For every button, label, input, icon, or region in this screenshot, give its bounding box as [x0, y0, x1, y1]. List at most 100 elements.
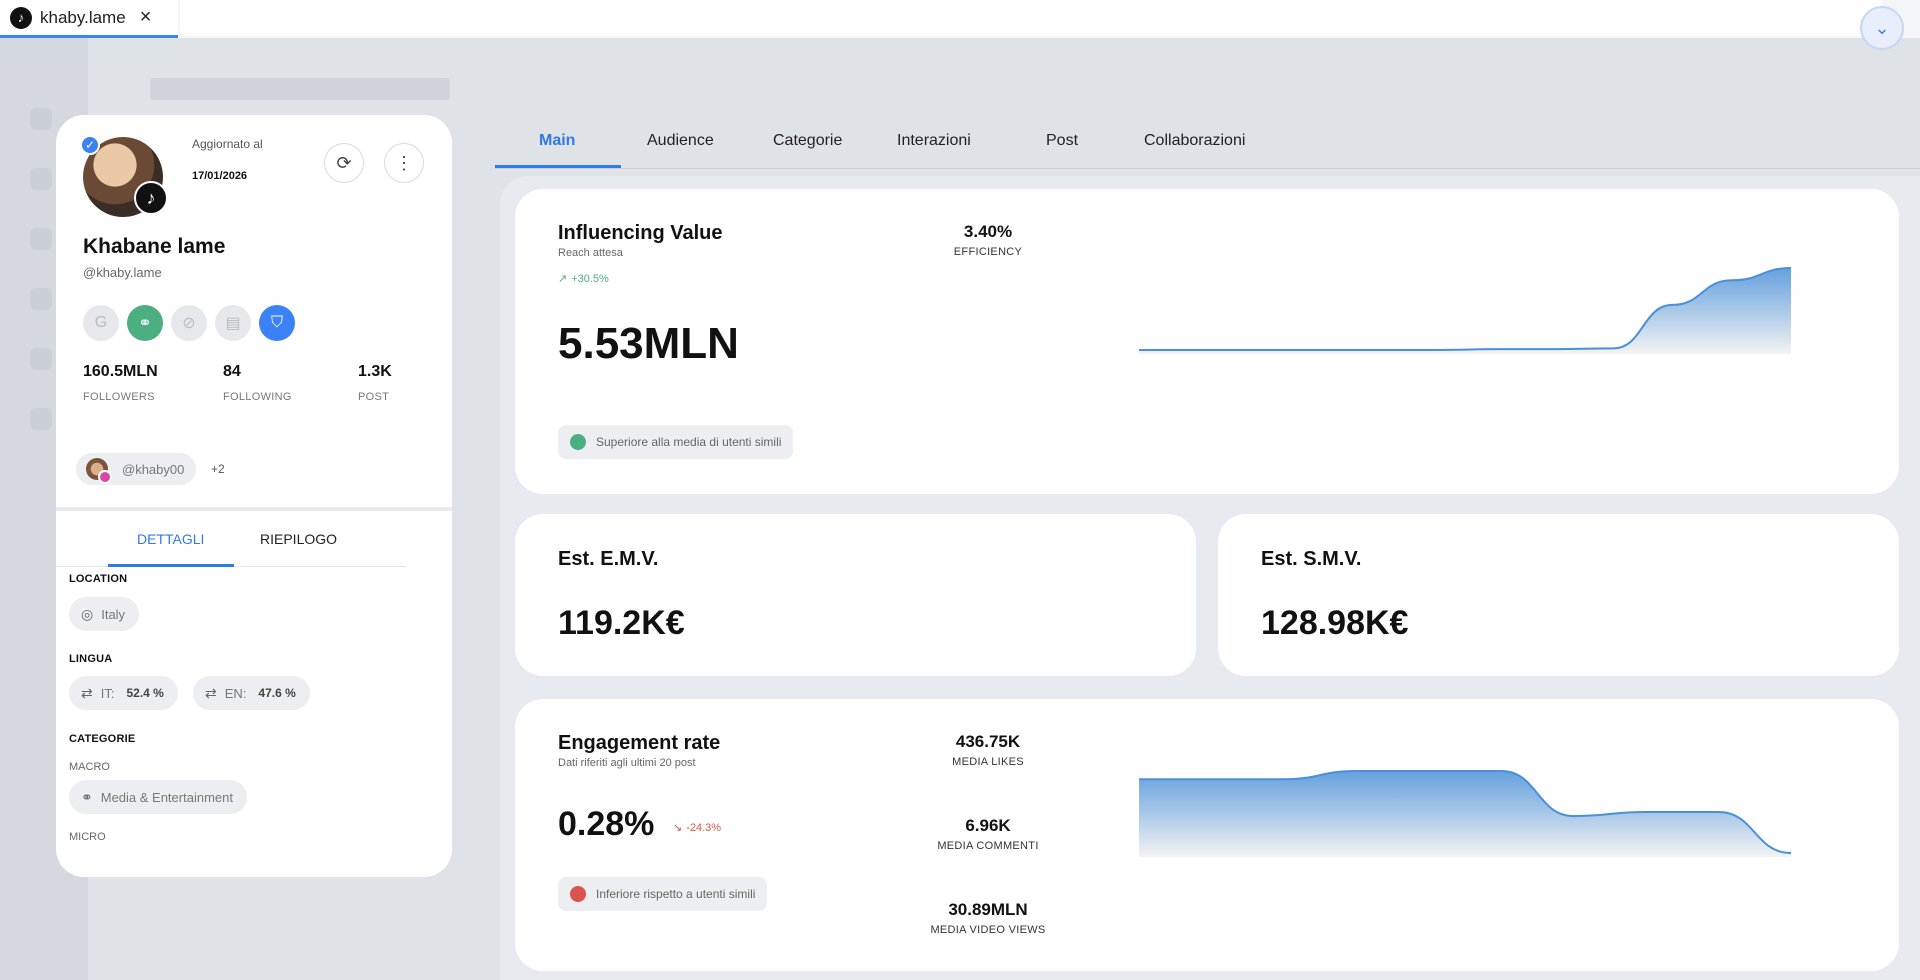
- influencing-trend: ↗ +30.5%: [558, 272, 609, 286]
- tiktok-icon: ♪: [10, 6, 32, 29]
- tab-dettagli[interactable]: DETTAGLI: [137, 531, 205, 547]
- metric-value: 436.75K: [955, 732, 1021, 751]
- category-icon: ⚭: [81, 788, 93, 805]
- tab-post[interactable]: Post: [1046, 132, 1079, 149]
- language-percent: 52.4 %: [126, 686, 164, 700]
- linked-account-chip[interactable]: @khaby00: [76, 453, 197, 485]
- tab-riepilogo[interactable]: RIEPILOGO: [260, 531, 338, 547]
- status-dot: [570, 434, 586, 450]
- stat-value: 160.5MLN: [83, 363, 158, 380]
- engagement-sparkline: [1139, 770, 1791, 857]
- stat-value: 84: [223, 363, 241, 380]
- main-tab-active-indicator: [495, 165, 621, 168]
- influencing-sparkline: [1139, 267, 1791, 354]
- tab-audience[interactable]: Audience: [647, 132, 714, 149]
- tab-collaborazioni[interactable]: Collaborazioni: [1144, 132, 1246, 149]
- influencing-title: Influencing Value: [558, 222, 723, 244]
- linked-account-handle: @khaby00: [122, 461, 185, 477]
- language-label: LINGUA: [69, 653, 113, 665]
- background-nav-icon: [30, 408, 52, 430]
- media-commenti-metric: 6.96K MEDIA COMMENTI: [908, 816, 1068, 852]
- location-pin-icon: ◎: [81, 605, 94, 622]
- engagement-card: Engagement rate Dati riferiti agli ultim…: [515, 699, 1899, 971]
- language-chip-en: ⇄ EN: 47.6 %: [193, 676, 310, 710]
- tiktok-icon: ♪: [134, 181, 168, 215]
- shield-badge-icon[interactable]: ⛉: [259, 305, 295, 341]
- browser-tab[interactable]: ♪ khaby.lame ×: [0, 0, 178, 38]
- smv-card: Est. S.M.V. 128.98K€: [1218, 514, 1899, 676]
- instagram-icon: [98, 470, 112, 484]
- background-nav-icon: [30, 288, 52, 310]
- background-nav-icon: [30, 108, 52, 130]
- background-nav-icon: [30, 348, 52, 370]
- google-badge-icon[interactable]: G: [83, 305, 119, 341]
- engagement-value: 0.28%: [558, 805, 655, 843]
- influencing-subtitle: Reach attesa: [558, 247, 623, 259]
- stat-label: FOLLOWING: [223, 391, 292, 403]
- background-nav-icon: [30, 168, 52, 190]
- micro-label: MICRO: [69, 831, 106, 843]
- tab-main[interactable]: Main: [539, 132, 576, 149]
- emv-value: 119.2K€: [558, 604, 685, 642]
- engagement-trend: ↘ -24.3%: [673, 821, 722, 835]
- address-area[interactable]: ⌄: [180, 0, 1904, 50]
- stat-posts: 1.3K POST: [358, 363, 392, 403]
- efficiency-value: 3.40%: [963, 222, 1013, 241]
- engagement-subtitle: Dati riferiti agli ultimi 20 post: [558, 757, 696, 769]
- tab-active-indicator: [108, 564, 234, 567]
- metric-value: 6.96K: [965, 816, 1011, 835]
- main-tabs-divider: [495, 168, 1920, 169]
- more-vertical-icon: ⋮: [395, 152, 413, 173]
- influencing-compare-text: Superiore alla media di utenti simili: [596, 435, 782, 449]
- main-panel: Influencing Value Reach attesa ↗ +30.5% …: [500, 176, 1920, 980]
- tab-title: khaby.lame: [40, 7, 126, 27]
- media-likes-metric: 436.75K MEDIA LIKES: [908, 732, 1068, 768]
- tab-strip: ♪ khaby.lame × ⌄: [0, 0, 1920, 50]
- stat-label: POST: [358, 391, 390, 403]
- close-icon[interactable]: ×: [139, 6, 152, 28]
- location-value: Italy: [101, 606, 126, 622]
- stat-value: 1.3K: [358, 363, 392, 380]
- metric-label: MEDIA LIKES: [952, 756, 1024, 768]
- linked-avatar: [86, 458, 112, 484]
- macro-category-chip[interactable]: ⚭ Media & Entertainment: [69, 780, 247, 814]
- location-chip: ◎ Italy: [69, 597, 140, 631]
- trend-up-icon: ↗: [558, 273, 568, 285]
- emv-card: Est. E.M.V. 119.2K€: [515, 514, 1196, 676]
- metric-value: 30.89MLN: [948, 900, 1028, 919]
- tab-categorie[interactable]: Categorie: [773, 132, 843, 149]
- translate-icon: ⇄: [81, 684, 93, 701]
- stat-followers: 160.5MLN FOLLOWERS: [83, 363, 158, 403]
- linked-more-count[interactable]: +2: [211, 462, 225, 476]
- influencing-value: 5.53MLN: [558, 319, 739, 368]
- language-code: EN:: [224, 685, 247, 701]
- audience-badge-icon[interactable]: ⚭: [127, 305, 163, 341]
- engagement-compare-text: Inferiore rispetto a utenti simili: [596, 887, 756, 901]
- profile-handle: @khaby.lame: [83, 265, 162, 280]
- engagement-trend-value: -24.3%: [686, 821, 722, 834]
- emv-title: Est. E.M.V.: [558, 548, 659, 570]
- engagement-title: Engagement rate: [558, 732, 721, 754]
- translate-icon: ⇄: [205, 684, 217, 701]
- metric-label: MEDIA VIDEO VIEWS: [930, 924, 1046, 936]
- smv-value: 128.98K€: [1261, 604, 1409, 642]
- more-options-button[interactable]: ⋮: [384, 143, 424, 183]
- language-chip-it: ⇄ IT: 52.4 %: [69, 676, 178, 710]
- no-camera-badge-icon[interactable]: ⊘: [171, 305, 207, 341]
- efficiency-label: EFFICIENCY: [953, 246, 1023, 258]
- verified-icon: ✓: [80, 135, 100, 155]
- engagement-sparkline-area: [1139, 771, 1791, 857]
- refresh-button[interactable]: ⟳: [324, 143, 364, 183]
- refresh-icon: ⟳: [336, 152, 352, 173]
- status-dot: [570, 886, 586, 902]
- profile-card: ✓ ♪ Aggiornato al 17/01/2026 ⟳ ⋮ Khabane…: [56, 115, 452, 877]
- updated-label: Aggiornato al: [192, 137, 263, 151]
- stat-label: FOLLOWERS: [83, 391, 155, 403]
- chevron-down-icon[interactable]: ⌄: [1860, 6, 1904, 50]
- tab-interazioni[interactable]: Interazioni: [897, 132, 971, 149]
- location-label: LOCATION: [69, 573, 128, 585]
- divider: [56, 507, 452, 511]
- background-header: [150, 78, 450, 100]
- macro-category-value: Media & Entertainment: [100, 789, 233, 805]
- report-badge-icon[interactable]: ▤: [215, 305, 251, 341]
